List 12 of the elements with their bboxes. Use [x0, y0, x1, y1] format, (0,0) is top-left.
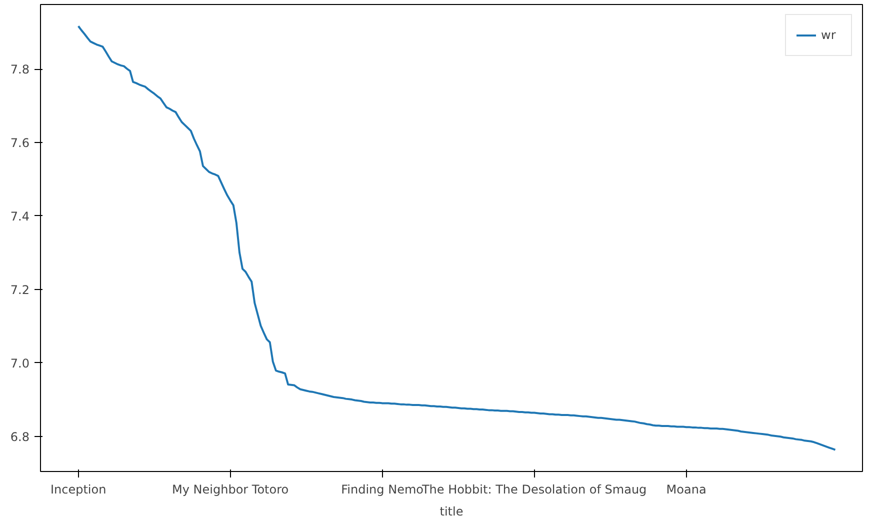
y-tick-label: 7.0: [10, 356, 30, 370]
y-tick-label: 7.2: [10, 282, 30, 297]
y-tick-label: 6.8: [10, 430, 30, 444]
x-tick-label: Inception: [50, 482, 106, 496]
legend-label: wr: [821, 28, 837, 42]
x-tick-label: Moana: [666, 482, 706, 496]
x-tick-label: My Neighbor Totoro: [172, 482, 289, 496]
x-axis-title: title: [440, 504, 464, 518]
y-tick-label: 7.4: [10, 209, 30, 224]
line-series: [77, 25, 836, 451]
y-tick-label: 7.6: [10, 136, 30, 150]
y-tick-label: 7.8: [10, 62, 30, 77]
